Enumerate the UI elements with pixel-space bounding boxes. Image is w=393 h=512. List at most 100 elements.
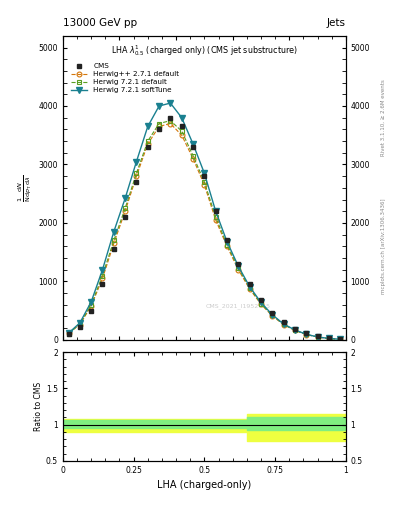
Herwig 7.2.1 default xyxy=(202,179,207,185)
CMS xyxy=(89,308,94,314)
Herwig 7.2.1 softTune xyxy=(157,103,162,109)
Herwig 7.2.1 softTune xyxy=(247,284,252,290)
CMS xyxy=(327,335,331,342)
Herwig 7.2.1 default xyxy=(145,138,150,144)
Herwig 7.2.1 default xyxy=(304,331,309,337)
Line: Herwig++ 2.7.1 default: Herwig++ 2.7.1 default xyxy=(66,121,343,342)
Herwig 7.2.1 default xyxy=(213,214,218,220)
Herwig++ 2.7.1 default xyxy=(89,303,94,309)
Herwig 7.2.1 default xyxy=(315,334,320,340)
Herwig 7.2.1 softTune xyxy=(89,299,94,305)
Herwig 7.2.1 default xyxy=(89,302,94,308)
X-axis label: LHA (charged-only): LHA (charged-only) xyxy=(157,480,252,490)
CMS xyxy=(315,333,320,339)
CMS xyxy=(77,324,82,330)
Legend: CMS, Herwig++ 2.7.1 default, Herwig 7.2.1 default, Herwig 7.2.1 softTune: CMS, Herwig++ 2.7.1 default, Herwig 7.2.… xyxy=(69,61,182,96)
Herwig++ 2.7.1 default xyxy=(281,322,286,328)
Herwig 7.2.1 softTune xyxy=(259,300,263,306)
Herwig 7.2.1 default xyxy=(179,128,184,134)
CMS xyxy=(145,144,150,150)
Herwig 7.2.1 default xyxy=(225,242,230,248)
Herwig++ 2.7.1 default xyxy=(270,313,275,319)
Herwig 7.2.1 default xyxy=(327,335,331,342)
CMS xyxy=(100,281,105,287)
Herwig 7.2.1 softTune xyxy=(270,312,275,318)
Text: mcplots.cern.ch [arXiv:1306.3436]: mcplots.cern.ch [arXiv:1306.3436] xyxy=(381,198,386,293)
Herwig 7.2.1 softTune xyxy=(327,335,331,342)
Herwig 7.2.1 softTune xyxy=(179,115,184,121)
CMS xyxy=(225,238,230,244)
CMS xyxy=(281,319,286,326)
CMS xyxy=(66,331,71,337)
Herwig 7.2.1 softTune xyxy=(225,239,230,245)
CMS xyxy=(259,297,263,303)
Herwig++ 2.7.1 default xyxy=(179,132,184,138)
Herwig 7.2.1 softTune xyxy=(123,195,127,201)
Herwig++ 2.7.1 default xyxy=(112,240,116,246)
Herwig 7.2.1 default xyxy=(338,336,343,343)
CMS xyxy=(168,115,173,121)
Line: Herwig 7.2.1 default: Herwig 7.2.1 default xyxy=(66,118,343,342)
CMS xyxy=(202,173,207,179)
CMS xyxy=(191,144,195,150)
Herwig 7.2.1 default xyxy=(281,322,286,328)
Herwig 7.2.1 default xyxy=(66,331,71,337)
Herwig 7.2.1 softTune xyxy=(281,321,286,327)
CMS xyxy=(236,261,241,267)
Herwig 7.2.1 default xyxy=(77,321,82,327)
Herwig 7.2.1 default xyxy=(270,312,275,318)
Herwig 7.2.1 softTune xyxy=(134,158,139,164)
Herwig 7.2.1 softTune xyxy=(315,334,320,340)
Herwig++ 2.7.1 default xyxy=(157,123,162,130)
Line: CMS: CMS xyxy=(67,116,342,341)
Text: Rivet 3.1.10, ≥ 2.6M events: Rivet 3.1.10, ≥ 2.6M events xyxy=(381,79,386,156)
Text: 13000 GeV pp: 13000 GeV pp xyxy=(63,18,137,28)
Herwig 7.2.1 default xyxy=(112,238,116,244)
Herwig++ 2.7.1 default xyxy=(338,336,343,343)
Herwig 7.2.1 default xyxy=(247,285,252,291)
Text: Jets: Jets xyxy=(327,18,346,28)
CMS xyxy=(179,123,184,130)
Herwig 7.2.1 softTune xyxy=(145,123,150,130)
Text: CMS_2021_I1952955: CMS_2021_I1952955 xyxy=(206,304,271,309)
Herwig 7.2.1 softTune xyxy=(66,330,71,336)
Herwig++ 2.7.1 default xyxy=(134,173,139,179)
Herwig 7.2.1 softTune xyxy=(213,208,218,215)
Herwig 7.2.1 default xyxy=(292,327,297,333)
Herwig++ 2.7.1 default xyxy=(202,182,207,188)
Herwig 7.2.1 softTune xyxy=(168,100,173,106)
Herwig 7.2.1 softTune xyxy=(236,263,241,269)
CMS xyxy=(134,179,139,185)
Herwig++ 2.7.1 default xyxy=(168,120,173,126)
Herwig 7.2.1 default xyxy=(168,118,173,124)
Herwig 7.2.1 softTune xyxy=(77,320,82,326)
CMS xyxy=(270,310,275,316)
Herwig 7.2.1 default xyxy=(123,205,127,211)
Herwig 7.2.1 default xyxy=(157,120,162,126)
Herwig++ 2.7.1 default xyxy=(66,330,71,336)
Herwig 7.2.1 default xyxy=(134,170,139,176)
Herwig++ 2.7.1 default xyxy=(77,322,82,328)
Herwig 7.2.1 softTune xyxy=(338,336,343,343)
Herwig++ 2.7.1 default xyxy=(123,208,127,215)
Herwig++ 2.7.1 default xyxy=(304,331,309,337)
CMS xyxy=(123,214,127,220)
Y-axis label: $\frac{1}{\mathrm{N}}\frac{\mathrm{d}N}{\mathrm{d}p_\mathrm{T}\,\mathrm{d}\lambd: $\frac{1}{\mathrm{N}}\frac{\mathrm{d}N}{… xyxy=(17,174,34,202)
Herwig 7.2.1 default xyxy=(236,265,241,271)
Herwig 7.2.1 default xyxy=(100,272,105,279)
Herwig 7.2.1 softTune xyxy=(100,267,105,273)
Herwig++ 2.7.1 default xyxy=(213,217,218,223)
Herwig++ 2.7.1 default xyxy=(145,141,150,147)
Herwig 7.2.1 default xyxy=(259,301,263,307)
Herwig 7.2.1 softTune xyxy=(112,229,116,235)
Herwig++ 2.7.1 default xyxy=(259,301,263,307)
CMS xyxy=(292,326,297,332)
Herwig 7.2.1 default xyxy=(191,153,195,159)
Herwig 7.2.1 softTune xyxy=(202,170,207,176)
CMS xyxy=(157,126,162,133)
Text: LHA $\lambda^{1}_{0.5}$ (charged only) (CMS jet substructure): LHA $\lambda^{1}_{0.5}$ (charged only) (… xyxy=(111,44,298,58)
Herwig 7.2.1 softTune xyxy=(191,141,195,147)
Herwig++ 2.7.1 default xyxy=(100,275,105,282)
Herwig++ 2.7.1 default xyxy=(292,327,297,333)
Herwig 7.2.1 softTune xyxy=(304,331,309,337)
